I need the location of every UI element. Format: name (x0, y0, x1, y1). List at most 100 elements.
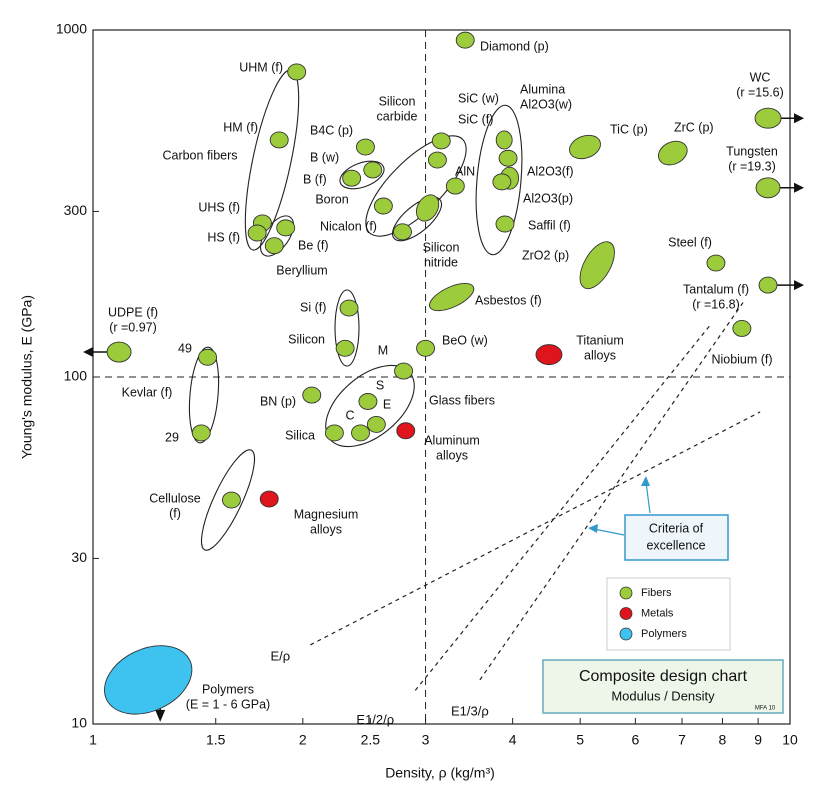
data-point (393, 223, 412, 241)
x-tick-label: 2 (299, 732, 307, 748)
data-point (569, 134, 601, 160)
data-point (579, 241, 615, 290)
data-point (416, 339, 436, 357)
legend-swatch (619, 627, 633, 641)
callout-text: excellence (646, 538, 705, 552)
data-point (339, 299, 359, 317)
legend-swatch (619, 586, 633, 600)
group-label: Boron (315, 192, 348, 206)
point-label: Al2O3(f) (527, 164, 574, 178)
group-label: Beryllium (276, 263, 327, 277)
data-point (335, 339, 355, 357)
x-tick-label: 7 (678, 732, 686, 748)
arrowhead (794, 280, 805, 291)
x-tick-label: 1.5 (206, 732, 226, 748)
data-point (535, 344, 563, 366)
data-point (324, 424, 344, 442)
x-axis-label: Density, ρ (kg/m³) (385, 765, 495, 781)
point-label: (E = 1 - 6 GPa) (186, 697, 270, 711)
data-point (706, 254, 726, 272)
group-label: Silicon (379, 94, 416, 108)
point-label: Polymers (202, 682, 254, 696)
point-label: alloys (310, 522, 342, 536)
point-label: HS (f) (207, 230, 240, 244)
point-label: Titanium (576, 333, 623, 347)
y-tick-label: 30 (71, 549, 87, 565)
x-tick-label: 9 (754, 732, 762, 748)
title-box: Composite design chart Modulus / Density… (542, 659, 784, 714)
guide-line (479, 299, 746, 681)
legend-label: Metals (641, 607, 674, 619)
legend-label: Polymers (641, 628, 687, 640)
point-label: Tungsten (726, 144, 778, 158)
data-point (198, 348, 218, 366)
data-point (222, 491, 241, 509)
point-label: Cellulose (149, 491, 200, 505)
data-point (358, 393, 378, 410)
data-point (394, 362, 414, 380)
data-point (495, 130, 513, 150)
outline (339, 160, 385, 190)
point-label: Al2O3(p) (523, 191, 573, 205)
data-point (247, 224, 267, 242)
x-tick-label: 1 (89, 732, 97, 748)
point-label: Asbestos (f) (475, 293, 542, 307)
group-label: Kevlar (f) (122, 385, 173, 399)
outline (200, 449, 256, 551)
data-point (755, 177, 781, 199)
group-label: carbide (377, 109, 418, 123)
point-label: Magnesium (294, 507, 359, 521)
chart-subtitle: Modulus / Density (611, 688, 715, 703)
point-label: TiC (p) (610, 122, 648, 136)
data-point (366, 415, 386, 433)
point-label: Tantalum (f) (683, 282, 749, 296)
callout-arrowhead (588, 524, 598, 533)
data-point (106, 341, 132, 363)
point-label: C (345, 408, 354, 422)
data-point (455, 31, 475, 49)
point-label: (r =0.97) (109, 320, 157, 334)
point-label: UDPE (f) (108, 305, 158, 319)
point-label: Nicalon (f) (320, 219, 377, 233)
data-point (302, 386, 322, 404)
data-point (363, 161, 383, 179)
point-label: HM (f) (223, 120, 258, 134)
y-tick-label: 100 (64, 368, 88, 384)
x-tick-label: 8 (719, 732, 727, 748)
point-label: ZrC (p) (674, 120, 714, 134)
point-label: AlN (455, 164, 475, 178)
point-label: 29 (165, 430, 179, 444)
callout-text: Criteria of (649, 521, 704, 535)
point-label: UHS (f) (198, 200, 240, 214)
guide-label: E1/2/ρ (356, 712, 394, 727)
y-tick-label: 1000 (56, 21, 87, 37)
point-label: alloys (436, 448, 468, 462)
callout: Criteria of excellence (588, 476, 729, 561)
point-label: (r =16.8) (692, 297, 740, 311)
callout-arrowhead (641, 476, 650, 486)
title-frame (542, 659, 784, 714)
data-point (415, 194, 440, 222)
point-label: E (383, 397, 391, 411)
group-label: nitride (424, 255, 458, 269)
credit: MFA 10 (755, 706, 776, 712)
outline (475, 104, 523, 256)
point-label: Steel (f) (668, 235, 712, 249)
data-point (104, 645, 193, 715)
point-label: Alumina (520, 82, 565, 96)
x-tick-label: 6 (631, 732, 639, 748)
data-point (342, 169, 362, 187)
point-label: Aluminum (424, 433, 480, 447)
point-label: SiC (w) (458, 91, 499, 105)
point-label: (r =15.6) (736, 85, 784, 99)
outline (334, 289, 360, 367)
point-label: B (f) (303, 172, 327, 186)
point-label: Diamond (p) (480, 39, 549, 53)
x-tick-label: 5 (576, 732, 584, 748)
point-label: Saffil (f) (528, 218, 571, 232)
data-point (492, 173, 512, 191)
outline (188, 346, 220, 444)
data-point (373, 197, 393, 215)
point-label: 49 (178, 341, 192, 355)
